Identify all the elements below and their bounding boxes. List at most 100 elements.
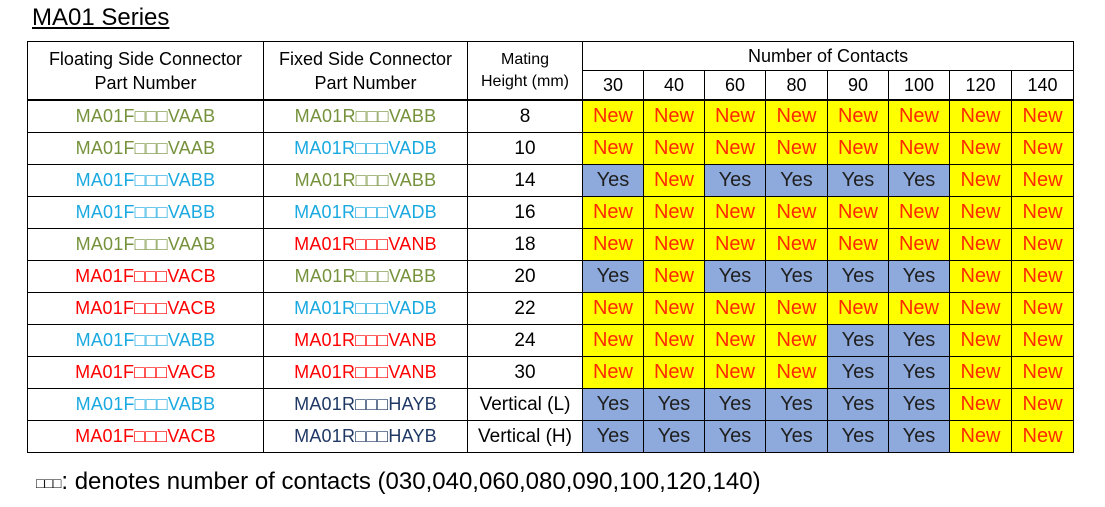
fixed-part-number: MA01R□□□VABB (263, 260, 468, 293)
availability-cell: New (949, 324, 1012, 357)
table-row: MA01F□□□VAAB MA01R□□□VABB 8 New New New New New… (27, 99, 1075, 133)
availability-cell: Yes (888, 260, 950, 293)
availability-cell: Yes (704, 388, 766, 421)
availability-cell: New (643, 324, 705, 357)
contact-count-header: 30 (582, 70, 644, 101)
availability-cell: Yes (888, 324, 950, 357)
availability-cell: New (1010, 388, 1075, 421)
table-row: MA01F□□□VACB MA01R□□□VANB 30 New New New New Ye… (27, 356, 1075, 389)
floating-part-number: MA01F□□□VABB (27, 196, 264, 229)
fixed-part-number: MA01R□□□VABB (263, 164, 468, 197)
availability-cell: New (704, 99, 766, 133)
availability-cell: Yes (582, 164, 644, 197)
floating-header-line1: Floating Side Connector (48, 48, 243, 69)
availability-cell: New (765, 132, 828, 165)
availability-cell: Yes (888, 356, 950, 389)
availability-cell: New (949, 260, 1012, 293)
availability-cell: Yes (643, 420, 705, 453)
availability-cell: New (582, 99, 644, 133)
availability-cell: New (704, 292, 766, 325)
availability-cell: New (1010, 228, 1075, 261)
table-row: MA01F□□□VACB MA01R□□□VADB 22 New New New New Ne… (27, 292, 1075, 325)
availability-cell: Yes (704, 420, 766, 453)
fixed-part-number: MA01R□□□VADB (263, 292, 468, 325)
header-row-2: 30 40 60 80 90 100 120 140 (28, 70, 1075, 101)
table-row: MA01F□□□VACB MA01R□□□VABB 20 Yes New Yes Yes Ye… (27, 260, 1075, 293)
availability-cell: Yes (827, 260, 889, 293)
availability-cell: New (643, 292, 705, 325)
availability-cell: New (949, 228, 1012, 261)
availability-cell: New (949, 99, 1012, 133)
availability-cell: New (1010, 260, 1075, 293)
availability-cell: New (704, 356, 766, 389)
mating-height: Vertical (H) (467, 420, 583, 453)
mating-height: 16 (467, 196, 583, 229)
availability-cell: Yes (888, 420, 950, 453)
contact-count-header: 80 (765, 70, 828, 101)
availability-cell: New (949, 420, 1012, 453)
mating-height: 14 (467, 164, 583, 197)
contacts-group-header: Number of Contacts (581, 41, 1075, 71)
availability-cell: Yes (582, 420, 644, 453)
footnote-boxes: □□□ (36, 475, 62, 491)
availability-cell: New (949, 356, 1012, 389)
availability-cell: Yes (827, 356, 889, 389)
availability-cell: New (765, 228, 828, 261)
availability-cell: Yes (704, 164, 766, 197)
availability-cell: Yes (765, 420, 828, 453)
availability-cell: New (582, 292, 644, 325)
availability-cell: New (704, 196, 766, 229)
availability-cell: New (582, 132, 644, 165)
availability-cell: New (704, 132, 766, 165)
contact-count-header: 90 (827, 70, 889, 101)
availability-cell: New (582, 228, 644, 261)
contacts-table: Floating Side Connector Part Number Fixe… (27, 41, 1075, 453)
mating-header-line2: Height (mm) (480, 72, 569, 90)
availability-cell: New (765, 324, 828, 357)
floating-part-number: MA01F□□□VACB (27, 292, 264, 325)
availability-cell: New (582, 196, 644, 229)
fixed-part-number: MA01R□□□HAYB (263, 388, 468, 421)
availability-cell: New (582, 324, 644, 357)
table-row: MA01F□□□VAAB MA01R□□□VANB 18 New New New New Ne… (27, 228, 1075, 261)
availability-cell: New (643, 260, 705, 293)
availability-cell: Yes (888, 388, 950, 421)
footnote: □□□: denotes number of contacts (030,040… (36, 468, 761, 496)
availability-cell: New (827, 196, 889, 229)
mating-height: 20 (467, 260, 583, 293)
contact-count-header: 40 (643, 70, 705, 101)
availability-cell: New (827, 99, 889, 133)
availability-cell: New (949, 196, 1012, 229)
availability-cell: Yes (827, 324, 889, 357)
table-row: MA01F□□□VABB MA01R□□□VADB 16 New New New New Ne… (27, 196, 1075, 229)
availability-cell: New (949, 388, 1012, 421)
mating-height-header: Mating Height (mm) (467, 41, 583, 101)
availability-cell: Yes (765, 164, 828, 197)
availability-cell: Yes (827, 420, 889, 453)
availability-cell: New (643, 132, 705, 165)
availability-cell: New (1010, 324, 1075, 357)
availability-cell: New (582, 356, 644, 389)
mating-height: 8 (467, 99, 583, 133)
table-row: MA01F□□□VABB MA01R□□□VANB 24 New New New New Ye… (27, 324, 1075, 357)
availability-cell: New (888, 292, 950, 325)
mating-height: 22 (467, 292, 583, 325)
availability-cell: New (1010, 292, 1075, 325)
fixed-part-header: Fixed Side Connector Part Number (263, 41, 468, 101)
availability-cell: New (1010, 99, 1075, 133)
availability-cell: New (643, 164, 705, 197)
availability-cell: Yes (765, 388, 828, 421)
availability-cell: New (888, 196, 950, 229)
availability-cell: New (1010, 164, 1075, 197)
availability-cell: New (1010, 420, 1075, 453)
fixed-part-number: MA01R□□□VANB (263, 356, 468, 389)
table-row: MA01F□□□VABB MA01R□□□VABB 14 Yes New Yes Yes Ye… (27, 164, 1075, 197)
contact-count-header: 60 (704, 70, 766, 101)
floating-part-number: MA01F□□□VACB (27, 356, 264, 389)
availability-cell: New (888, 132, 950, 165)
table-row: MA01F□□□VAAB MA01R□□□VADB 10 New New New New Ne… (27, 132, 1075, 165)
availability-cell: New (827, 292, 889, 325)
floating-header-line2: Part Number (94, 72, 197, 93)
contact-count-header: 120 (949, 70, 1012, 101)
floating-part-number: MA01F□□□VAAB (27, 99, 264, 133)
